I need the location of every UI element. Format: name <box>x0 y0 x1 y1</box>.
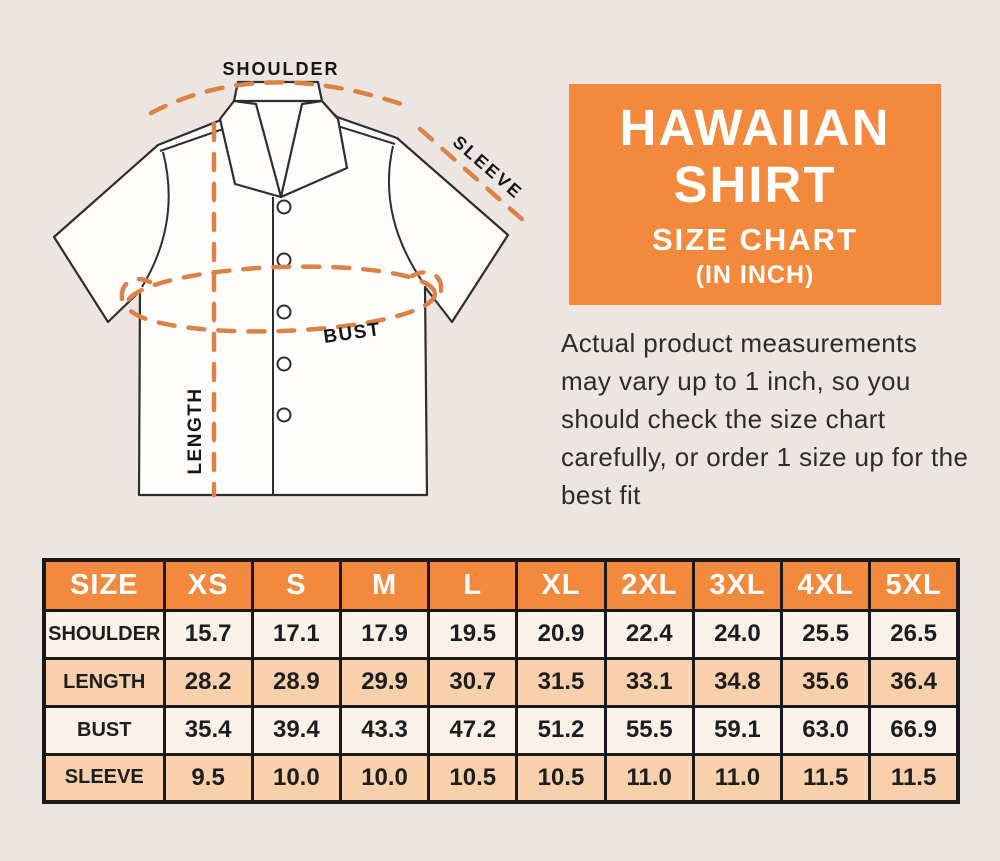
measurement-cell: 59.1 <box>691 704 784 756</box>
table-header-row: SIZE XS S M L XL 2XL 3XL 4XL 5XL <box>42 558 960 612</box>
shoulder-label: SHOULDER <box>222 59 339 79</box>
measurement-cell: 10.0 <box>250 752 342 804</box>
col-header-5xl: 5XL <box>868 558 960 612</box>
subtitle: SIZE CHART <box>652 222 858 258</box>
measurement-cell: 33.1 <box>603 656 695 708</box>
measurement-cell: 29.9 <box>338 656 431 708</box>
measurement-cell: 30.7 <box>427 656 519 708</box>
table-row-sleeve: SLEEVE 9.5 10.0 10.0 10.5 10.5 11.0 11.0 11.5 11.… <box>42 752 960 804</box>
measurement-cell: 28.9 <box>250 656 342 708</box>
col-header-xl: XL <box>515 558 607 612</box>
measurement-cell: 63.0 <box>780 704 872 756</box>
button <box>276 304 292 320</box>
measurement-cell: 36.4 <box>868 656 960 708</box>
shoulder-measure-line <box>148 80 407 116</box>
measurement-cell: 17.9 <box>338 608 431 660</box>
col-header-2xl: 2XL <box>603 558 695 612</box>
measurement-cell: 35.6 <box>780 656 872 708</box>
table-row-shoulder: SHOULDER 15.7 17.1 17.9 19.5 20.9 22.4 24.0 25.5… <box>42 608 960 660</box>
measurement-cell: 25.5 <box>780 608 872 660</box>
col-header-l: L <box>427 558 519 612</box>
measurement-cell: 22.4 <box>603 608 695 660</box>
table-row-length: LENGTH 28.2 28.9 29.9 30.7 31.5 33.1 34.8 35.6 36… <box>42 656 960 708</box>
button <box>276 356 292 372</box>
measurement-cell: 11.5 <box>868 752 960 804</box>
bust-measure-left-hook <box>119 276 153 302</box>
measurement-cell: 31.5 <box>515 656 607 708</box>
row-label-shoulder: SHOULDER <box>42 608 166 660</box>
col-header-3xl: 3XL <box>691 558 784 612</box>
button-column <box>276 199 292 423</box>
col-header-size: SIZE <box>42 558 166 612</box>
measurement-cell: 34.8 <box>691 656 784 708</box>
left-armhole-seam <box>141 151 170 288</box>
right-armhole-seam <box>387 145 425 285</box>
button <box>276 407 292 423</box>
title-line2: SHIRT <box>673 156 837 213</box>
row-label-length: LENGTH <box>42 656 166 708</box>
title-line1: HAWAIIAN <box>619 98 891 156</box>
size-table: SIZE XS S M L XL 2XL 3XL 4XL 5XL SHOULDER 15.7 17.1… <box>42 558 960 804</box>
row-label-sleeve: SLEEVE <box>42 752 166 804</box>
description-text: Actual product measurements may vary up … <box>561 328 969 510</box>
col-header-xs: XS <box>162 558 254 612</box>
measurement-cell: 11.0 <box>603 752 695 804</box>
measurement-cell: 20.9 <box>515 608 607 660</box>
measurement-cell: 55.5 <box>603 704 695 756</box>
size-table-body: SHOULDER 15.7 17.1 17.9 19.5 20.9 22.4 24.0 25.5… <box>42 608 960 804</box>
measurement-cell: 10.5 <box>515 752 607 804</box>
title-box: HAWAIIAN SHIRT SIZE CHART (IN INCH) <box>569 84 941 305</box>
measurement-cell: 9.5 <box>162 752 254 804</box>
measurement-cell: 66.9 <box>868 704 960 756</box>
button <box>276 199 292 215</box>
table-row-bust: BUST 35.4 39.4 43.3 47.2 51.2 55.5 59.1 63.0 66.9 <box>42 704 960 756</box>
measurement-cell: 10.0 <box>338 752 431 804</box>
bust-measure-line <box>124 264 438 334</box>
measurement-cell: 39.4 <box>250 704 342 756</box>
sleeve-measure-line <box>417 126 527 224</box>
size-table-head: SIZE XS S M L XL 2XL 3XL 4XL 5XL <box>42 558 960 612</box>
measurement-cell: 28.2 <box>162 656 254 708</box>
left-collar-lapel <box>218 99 283 199</box>
right-yoke-seam <box>330 123 396 145</box>
measurement-cell: 15.7 <box>162 608 254 660</box>
row-label-bust: BUST <box>42 704 166 756</box>
shirt-measurement-diagram: SHOULDER SLEEVE BUST LENGTH <box>52 59 527 498</box>
col-header-4xl: 4XL <box>780 558 872 612</box>
measurement-cell: 10.5 <box>427 752 519 804</box>
bust-measure-right-hook <box>409 270 444 294</box>
measurement-cell: 11.5 <box>780 752 872 804</box>
length-label: LENGTH <box>185 387 206 474</box>
measurement-cell: 51.2 <box>515 704 607 756</box>
measurement-cell: 43.3 <box>338 704 431 756</box>
measurement-cell: 47.2 <box>427 704 519 756</box>
measurement-cell: 17.1 <box>250 608 342 660</box>
measurement-cell: 24.0 <box>691 608 784 660</box>
col-header-s: S <box>250 558 342 612</box>
measurement-cell: 35.4 <box>162 704 254 756</box>
measurement-cell: 19.5 <box>427 608 519 660</box>
col-header-m: M <box>338 558 431 612</box>
measurement-cell: 11.0 <box>691 752 784 804</box>
unit-note: (IN INCH) <box>695 261 815 290</box>
right-collar-lapel <box>279 99 349 199</box>
measurement-cell: 26.5 <box>868 608 960 660</box>
